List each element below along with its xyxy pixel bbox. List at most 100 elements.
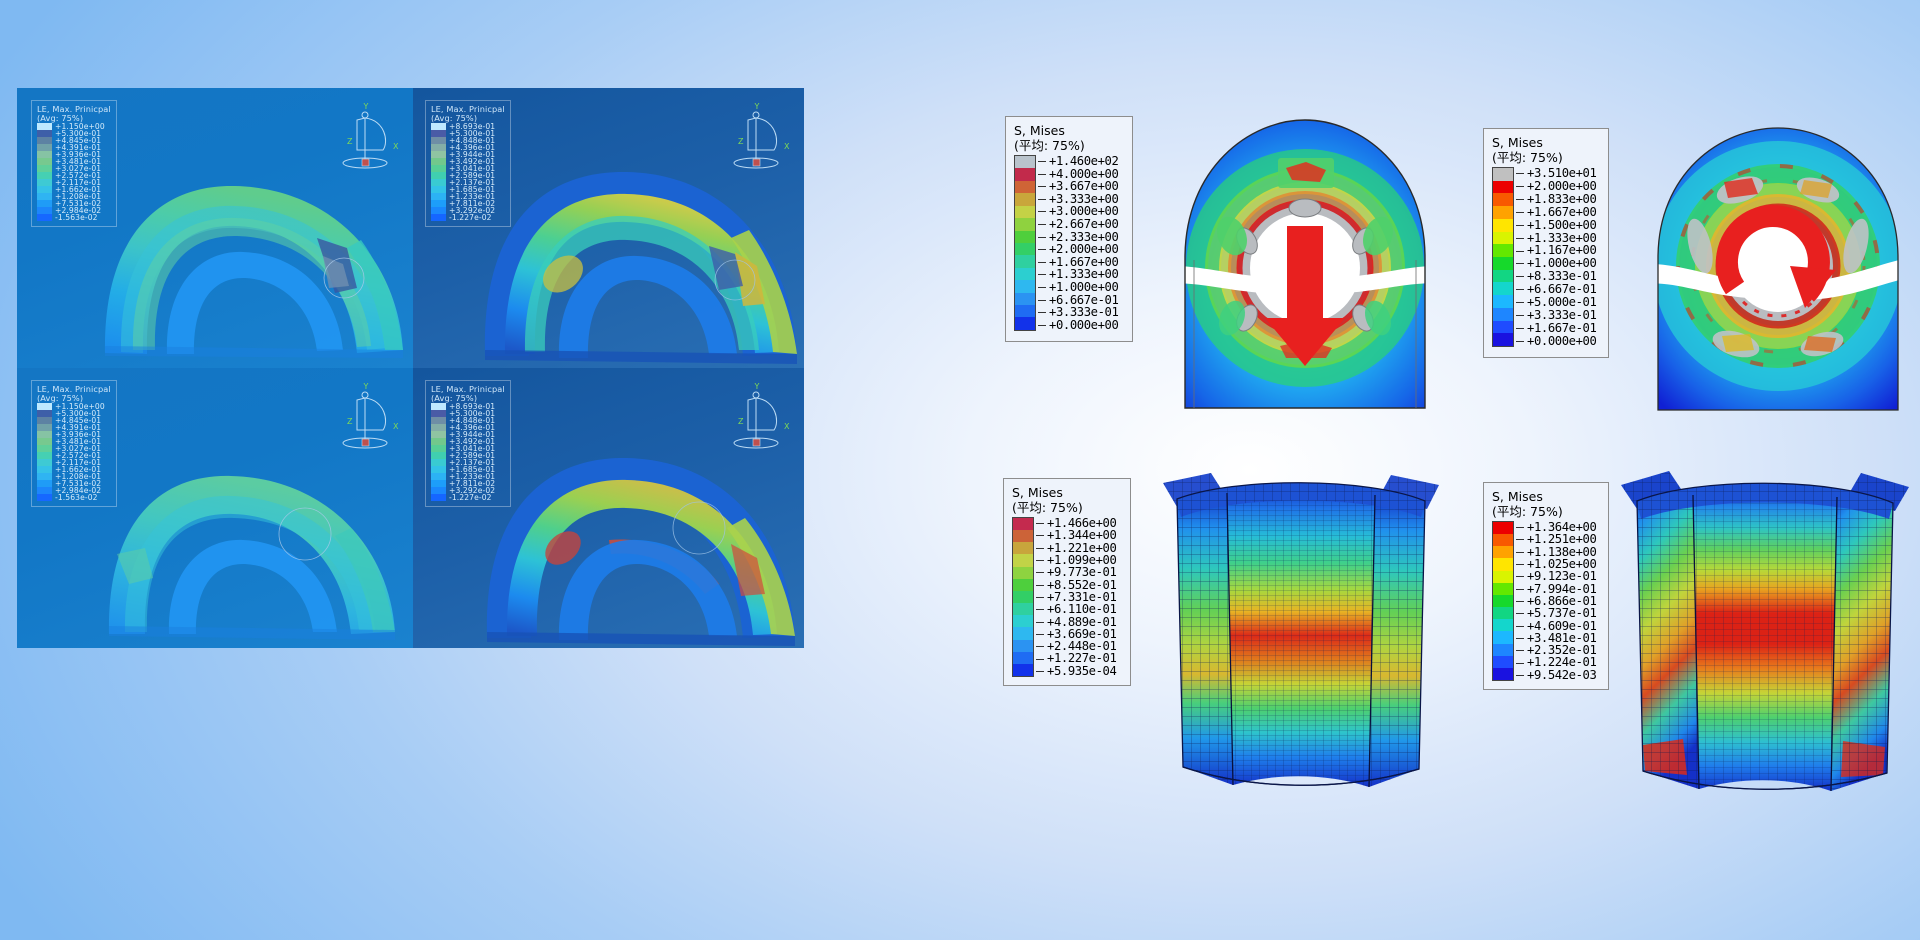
legend-tick-12: +9.542e-03 — [1516, 669, 1597, 681]
orientation-triad-tl: Y X Z — [333, 100, 399, 176]
viewport-bottom-mid: LE, Max. Prinicpal (Avg: 75%) +8.693e-01… — [413, 368, 804, 648]
triad-z-label: Z — [738, 137, 744, 146]
legend-tick-2: +3.667e+00 — [1038, 180, 1119, 192]
legend-swatch-5 — [1493, 231, 1513, 245]
legend-swatch-11 — [1015, 292, 1035, 306]
legend-tick-13: -1.563e-02 — [55, 213, 98, 223]
viewport-bottom-left: LE, Max. Prinicpal (Avg: 75%) +1.150e+00… — [17, 368, 413, 648]
legend-tick-5: +3.481e-01 — [55, 157, 102, 167]
legend-swatch-5 — [1493, 582, 1513, 595]
legend-tick-7: +2.572e-01 — [55, 171, 102, 181]
legend-swatch-1 — [37, 130, 52, 138]
legend-tick-9: +1.685e-01 — [449, 185, 496, 195]
legend-tick-5: +3.492e-01 — [449, 157, 496, 167]
viewport-top-left: LE, Max. Prinicpal (Avg: 75%) +1.150e+00… — [17, 88, 413, 368]
legend-swatch-6 — [1493, 244, 1513, 258]
legend-tick-6: +1.167e+00 — [1516, 244, 1597, 257]
legend-swatch-9 — [1015, 267, 1035, 281]
legend-tick-12: +3.292e-02 — [449, 486, 496, 496]
legend-swatch-13 — [37, 214, 52, 222]
legend-swatch-12 — [1015, 305, 1035, 318]
legend-tick-12: +2.984e-02 — [55, 486, 102, 496]
legend-swatch-1 — [1493, 180, 1513, 194]
legend-swatch-6 — [1493, 594, 1513, 608]
triad-z-label: Z — [347, 417, 353, 426]
legend-swatch-10 — [37, 473, 52, 481]
figure-segment-mesh-left — [1155, 455, 1445, 825]
legend-swatch-2 — [1493, 193, 1513, 207]
legend-2-swatches — [431, 123, 446, 222]
legend-tick-1: +5.300e-01 — [449, 129, 496, 139]
legend-tick-5: +1.333e+00 — [1516, 231, 1597, 244]
legend-tick-0: +8.693e-01 — [449, 402, 496, 412]
legend-4-ticks: +3.510e+01 +2.000e+00 +1.833e+00 +1.667e+00… — [1516, 167, 1597, 347]
legend-swatch-8 — [431, 459, 446, 467]
legend-swatch-3 — [1013, 554, 1033, 567]
legend-swatch-8 — [1015, 255, 1035, 268]
legend-tick-0: +1.150e+00 — [55, 122, 105, 132]
legend-tick-0: +1.466e+00 — [1036, 517, 1117, 529]
legend-tick-8: +2.137e-01 — [449, 458, 496, 468]
legend-tick-11: +1.224e-01 — [1516, 656, 1597, 669]
tunnel-outline-b — [1657, 127, 1899, 411]
legend-tick-1: +2.000e+00 — [1516, 180, 1597, 192]
legend-tick-9: +1.685e-01 — [449, 465, 496, 475]
legend-tick-2: +4.848e-01 — [449, 136, 496, 146]
legend-swatch-12 — [1493, 667, 1513, 681]
legend-tick-13: +0.000e+00 — [1038, 319, 1119, 331]
legend-swatch-9 — [1013, 627, 1033, 640]
contour-arch-bl — [108, 475, 396, 640]
legend-swatch-0 — [431, 403, 446, 411]
legend-swatch-2 — [431, 417, 446, 425]
legend-tick-11: +6.667e-01 — [1038, 293, 1119, 306]
legend-3-title: S, Mises — [1014, 123, 1065, 138]
triad-y-label: Y — [363, 102, 369, 111]
figure-tunnel-section-rotation — [1640, 118, 1920, 418]
legend-tick-1: +5.300e-01 — [449, 409, 496, 419]
legend-tick-3: +3.333e+00 — [1038, 193, 1119, 205]
legend-tick-3: +4.391e-01 — [55, 423, 102, 433]
triad-x-label: X — [784, 422, 790, 431]
legend-swatch-11 — [431, 200, 446, 208]
legend-swatch-11 — [1493, 307, 1513, 321]
legend-tick-0: +8.693e-01 — [449, 122, 496, 132]
legend-tick-9: +3.669e-01 — [1036, 628, 1117, 640]
legend-2-subtitle: (Avg: 75%) — [431, 112, 478, 123]
tunnel-outline — [1184, 119, 1426, 409]
legend-tick-2: +1.138e+00 — [1516, 545, 1597, 558]
legend-tick-4: +9.123e-01 — [1516, 570, 1597, 582]
legend-2b-subtitle: (Avg: 75%) — [431, 392, 478, 403]
legend-tick-13: -1.563e-02 — [55, 493, 98, 503]
rotation-direction-arrow — [1715, 205, 1836, 308]
legend-swatch-6 — [37, 165, 52, 173]
contour-arch-bm — [486, 457, 795, 646]
legend-tick-7: +5.737e-01 — [1516, 607, 1597, 619]
legend-swatch-7 — [1493, 257, 1513, 270]
legend-swatch-11 — [37, 480, 52, 488]
legend-5-ticks: +1.466e+00 +1.344e+00 +1.221e+00 +1.099e+00… — [1036, 517, 1117, 677]
legend-swatch-13 — [1015, 317, 1035, 330]
legend-1: LE, Max. Prinicpal (Avg: 75%) +1.150e+00… — [31, 100, 117, 228]
triad-x-label: X — [393, 422, 399, 431]
legend-swatch-7 — [1493, 607, 1513, 620]
viewport-top-mid: LE, Max. Prinicpal (Avg: 75%) +8.693e-01… — [413, 88, 804, 368]
legend-tick-11: +7.811e-02 — [449, 199, 496, 209]
legend-tick-2: +4.845e-01 — [55, 136, 102, 146]
legend-swatch-8 — [37, 459, 52, 467]
legend-3: S, Mises (平均: 75%) +1.460e+02 +4.000e+00 +… — [1005, 116, 1133, 342]
legend-tick-1: +1.251e+00 — [1516, 533, 1597, 546]
legend-tick-1: +1.344e+00 — [1036, 529, 1117, 542]
legend-swatch-6 — [37, 445, 52, 453]
triad-x-label: X — [784, 142, 790, 151]
legend-tick-1: +5.300e-01 — [55, 129, 102, 139]
legend-1b: LE, Max. Prinicpal (Avg: 75%) +1.150e+00… — [31, 380, 117, 508]
legend-tick-3: +1.667e+00 — [1516, 206, 1597, 218]
legend-6: S, Mises (平均: 75%) +1.364e+00 +1.251e+00 +… — [1483, 482, 1609, 690]
legend-swatch-5 — [1013, 578, 1033, 591]
legend-swatch-10 — [37, 193, 52, 201]
legend-swatch-4 — [37, 151, 52, 159]
figure-tunnel-section-vertical-load — [1160, 108, 1450, 428]
legend-swatch-8 — [1013, 615, 1033, 628]
legend-tick-2: +4.845e-01 — [55, 416, 102, 426]
legend-tick-13: -1.227e-02 — [449, 493, 492, 503]
